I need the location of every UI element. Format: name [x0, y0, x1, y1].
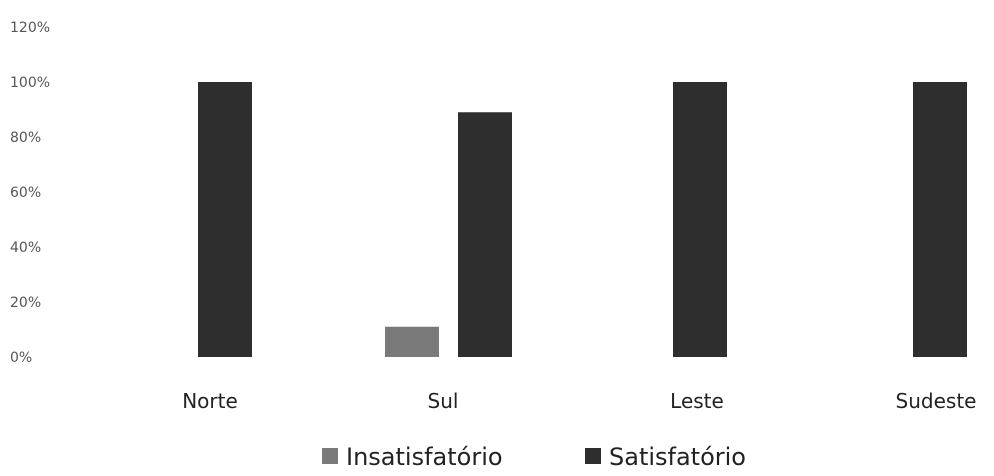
- y-tick-label: 20%: [10, 295, 41, 311]
- legend-swatch: [322, 448, 338, 464]
- y-axis: 0% 20% 40% 60% 80% 100% 120%: [10, 20, 50, 366]
- bars-group: [198, 82, 967, 357]
- y-tick-label: 80%: [10, 130, 41, 146]
- x-tick-label-sul: Sul: [428, 389, 459, 413]
- legend: Insatisfatório Satisfatório: [322, 443, 746, 471]
- x-tick-label-sudeste: Sudeste: [896, 389, 977, 413]
- legend-swatch: [585, 448, 601, 464]
- x-tick-label-leste: Leste: [670, 389, 724, 413]
- bar-satisfatorio-leste: [673, 82, 727, 357]
- x-tick-label-norte: Norte: [182, 389, 238, 413]
- bar-satisfatorio-norte: [198, 82, 252, 357]
- bar-insatisfatorio-sul: [385, 326, 439, 357]
- y-tick-label: 60%: [10, 185, 41, 201]
- bar-satisfatorio-sul: [458, 112, 512, 357]
- y-tick-label: 0%: [10, 350, 32, 366]
- legend-label: Satisfatório: [609, 443, 746, 471]
- y-tick-label: 120%: [10, 20, 50, 36]
- x-axis: Norte Sul Leste Sudeste: [182, 389, 976, 413]
- y-tick-label: 100%: [10, 75, 50, 91]
- y-tick-label: 40%: [10, 240, 41, 256]
- legend-label: Insatisfatório: [346, 443, 503, 471]
- bar-satisfatorio-sudeste: [913, 82, 967, 357]
